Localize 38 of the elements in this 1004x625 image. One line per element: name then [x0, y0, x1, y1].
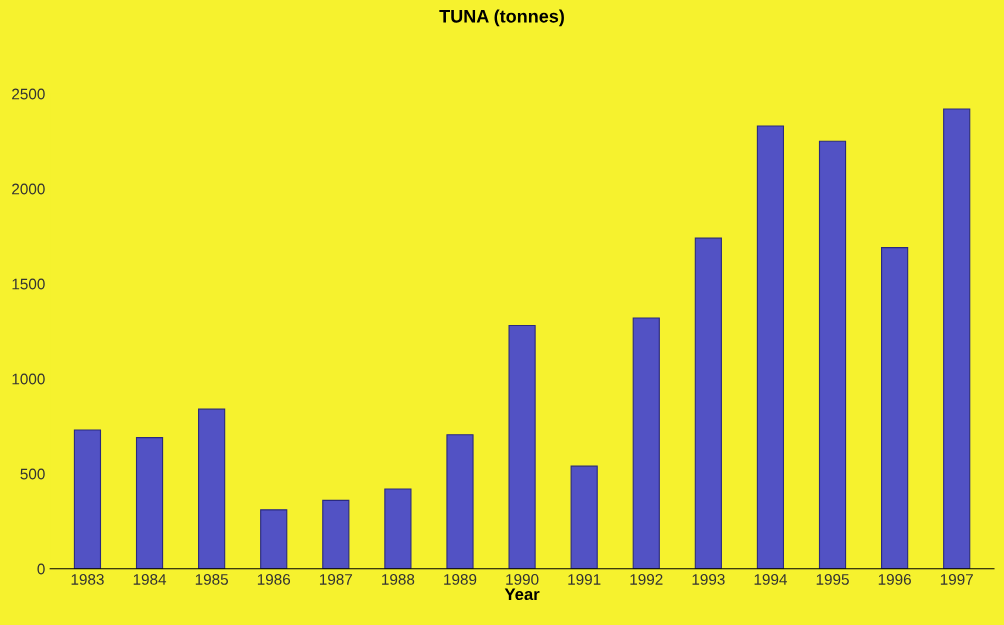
bar — [632, 317, 660, 569]
x-tick-label: 1995 — [816, 574, 849, 585]
bar — [756, 125, 785, 569]
x-tick-label: 1984 — [133, 574, 167, 585]
bar — [694, 237, 722, 569]
bar — [881, 247, 909, 569]
x-tick-label: 1991 — [568, 574, 601, 585]
x-tick-label: 1992 — [630, 574, 663, 585]
bar — [943, 108, 971, 569]
x-tick-label: 1993 — [692, 574, 725, 585]
x-tick-label: 1985 — [195, 574, 228, 585]
bar — [818, 140, 847, 569]
bar — [384, 488, 412, 569]
y-tick-label: 1000 — [12, 373, 45, 385]
bar — [322, 499, 350, 569]
x-tick-label: 1987 — [319, 574, 353, 585]
x-tick-label: 1986 — [257, 574, 291, 585]
x-tick-label: 1994 — [754, 574, 787, 585]
x-tick-label: 1989 — [444, 574, 477, 585]
x-tick-label: 1990 — [506, 574, 539, 585]
y-tick-label: 1500 — [12, 278, 45, 290]
bar — [570, 465, 598, 569]
y-tick-label: 2500 — [12, 88, 45, 100]
x-tick-label: 1988 — [382, 574, 415, 585]
y-tick-label: 2000 — [12, 183, 45, 195]
y-tick-label: 500 — [20, 468, 45, 480]
chart-title: TUNA (tonnes) — [439, 9, 564, 27]
bar — [446, 434, 474, 569]
bar — [135, 437, 164, 569]
bar — [198, 408, 226, 569]
y-tick-label: 0 — [37, 563, 45, 575]
x-tick-label: 1983 — [71, 574, 104, 585]
x-tick-label: 1997 — [940, 574, 973, 585]
bar — [73, 429, 102, 569]
bar — [508, 324, 536, 569]
x-tick-label: 1996 — [878, 574, 911, 585]
x-axis-title: Year — [504, 588, 540, 601]
bar — [260, 509, 288, 569]
